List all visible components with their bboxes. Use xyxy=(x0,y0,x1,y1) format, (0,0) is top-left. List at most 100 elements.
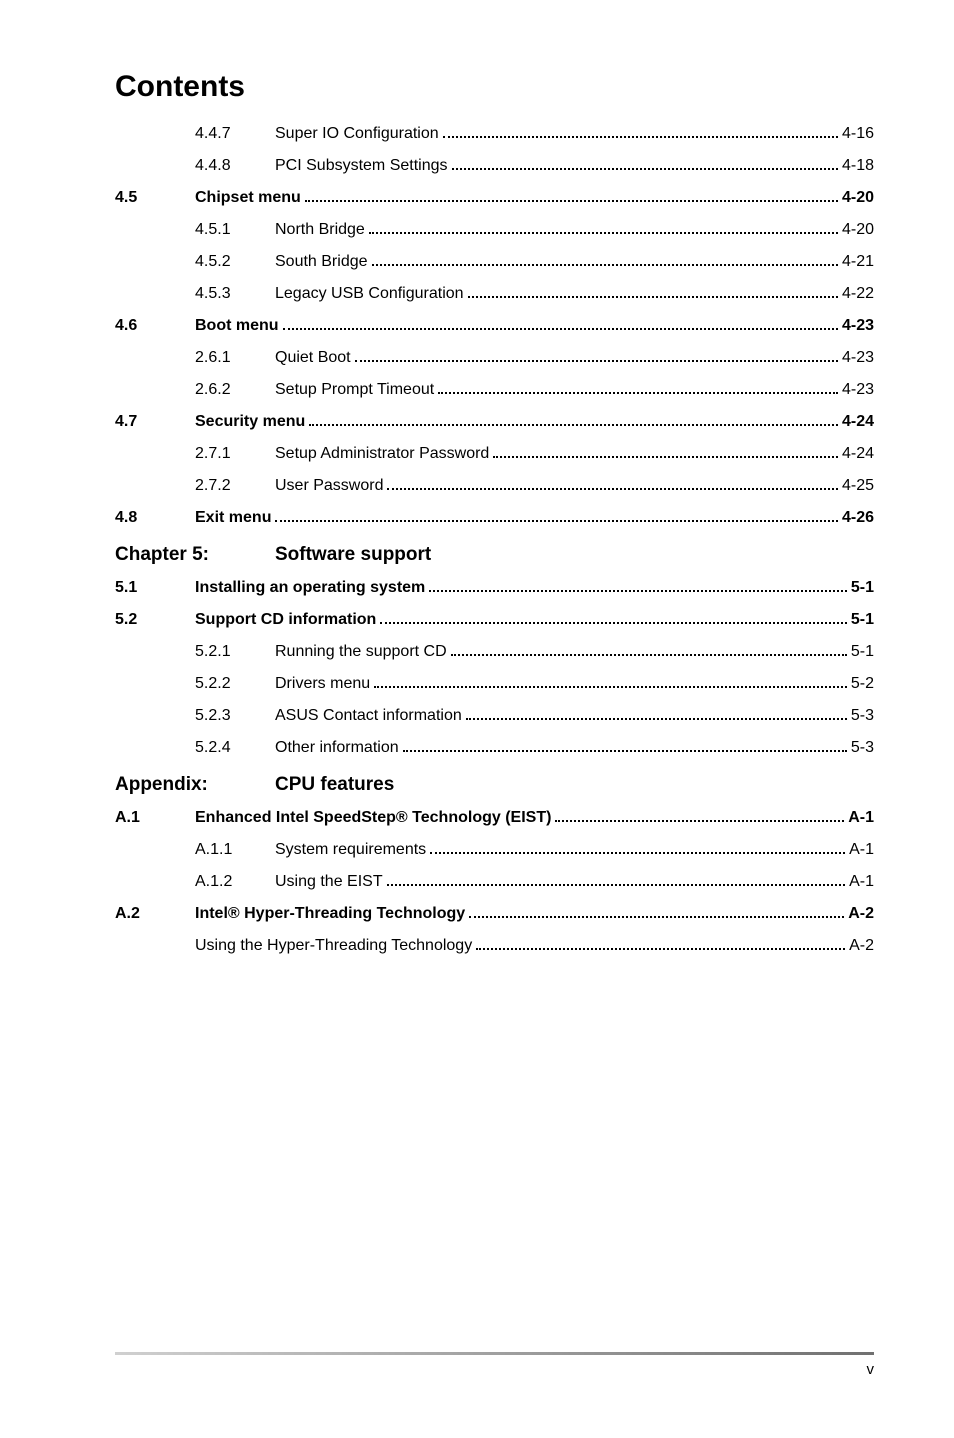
toc-sub-num: 2.7.2 xyxy=(195,474,275,498)
toc-section-row: 4.6Boot menu 4-23 xyxy=(115,314,874,338)
toc-sub-page: 5-2 xyxy=(851,672,874,696)
toc-sub-page: A-1 xyxy=(849,870,874,894)
toc-section-page: A-2 xyxy=(848,902,874,926)
toc-sub-num: A.1.2 xyxy=(195,870,275,894)
toc-section-page: 4-23 xyxy=(842,314,874,338)
toc-sub-row: 2.6.2Setup Prompt Timeout 4-23 xyxy=(115,378,874,402)
toc-dots xyxy=(466,718,847,720)
toc-dots xyxy=(469,916,844,918)
toc-sub-label: South Bridge xyxy=(275,250,368,274)
toc-dots xyxy=(403,750,847,752)
toc-section-page: A-1 xyxy=(848,806,874,830)
toc-sub-label: Using the EIST xyxy=(275,870,383,894)
toc-sub-page: 4-20 xyxy=(842,218,874,242)
toc-sub-row: 4.5.1North Bridge 4-20 xyxy=(115,218,874,242)
toc-section-num: A.1 xyxy=(115,806,195,830)
toc-sub-label: PCI Subsystem Settings xyxy=(275,154,448,178)
toc-section-page: 4-20 xyxy=(842,186,874,210)
toc-section-row: 4.8Exit menu4-26 xyxy=(115,506,874,530)
toc-sub-num: 4.4.8 xyxy=(195,154,275,178)
toc-sub-row: 5.2.2Drivers menu5-2 xyxy=(115,672,874,696)
toc-sub-row: 4.4.7Super IO Configuration4-16 xyxy=(115,122,874,146)
toc-sub-row: 4.5.3Legacy USB Configuration4-22 xyxy=(115,282,874,306)
toc-section-num: 5.1 xyxy=(115,576,195,600)
toc-chapter-row: Appendix:CPU features xyxy=(115,774,874,796)
toc-chapter-row: Chapter 5:Software support xyxy=(115,544,874,566)
toc-section-page: 5-1 xyxy=(851,576,874,600)
toc-sub-label: User Password xyxy=(275,474,383,498)
toc-sub-num: 5.2.4 xyxy=(195,736,275,760)
toc-dots xyxy=(443,136,838,138)
toc-chapter-num: Chapter 5: xyxy=(115,544,275,566)
toc-dots xyxy=(374,686,847,688)
toc-dots xyxy=(468,296,838,298)
toc-sub-num: 2.6.1 xyxy=(195,346,275,370)
toc-section-row: A.2Intel® Hyper-Threading TechnologyA-2 xyxy=(115,902,874,926)
toc-chapter-label: CPU features xyxy=(275,774,394,796)
toc-section-num: 4.5 xyxy=(115,186,195,210)
toc-sub-num: 5.2.1 xyxy=(195,640,275,664)
toc-section-page: 4-24 xyxy=(842,410,874,434)
toc-sub-page: 4-18 xyxy=(842,154,874,178)
toc-sub-page: 4-23 xyxy=(842,378,874,402)
toc-plain-label: Using the Hyper-Threading Technology xyxy=(195,934,472,958)
toc-sub-page: 5-1 xyxy=(851,640,874,664)
toc-sub-row: 2.7.1Setup Administrator Password4-24 xyxy=(115,442,874,466)
toc-container: 4.4.7Super IO Configuration4-16 4.4.8PCI … xyxy=(115,122,874,958)
toc-sub-page: 4-16 xyxy=(842,122,874,146)
toc-dots xyxy=(372,264,838,266)
toc-dots xyxy=(283,328,838,330)
page-title: Contents xyxy=(115,70,874,104)
toc-sub-label: Setup Administrator Password xyxy=(275,442,489,466)
toc-sub-label: Legacy USB Configuration xyxy=(275,282,464,306)
toc-dots xyxy=(309,424,838,426)
toc-sub-page: A-1 xyxy=(849,838,874,862)
toc-sub-row: A.1.2Using the EIST A-1 xyxy=(115,870,874,894)
toc-dots xyxy=(452,168,838,170)
toc-dots xyxy=(555,820,844,822)
toc-dots xyxy=(430,852,845,854)
toc-sub-num: 2.6.2 xyxy=(195,378,275,402)
toc-sub-num: A.1.1 xyxy=(195,838,275,862)
toc-dots xyxy=(451,654,847,656)
toc-sub-label: North Bridge xyxy=(275,218,365,242)
toc-dots xyxy=(387,488,837,490)
toc-sub-num: 4.5.1 xyxy=(195,218,275,242)
toc-sub-row: 4.4.8PCI Subsystem Settings 4-18 xyxy=(115,154,874,178)
toc-section-row: A.1Enhanced Intel SpeedStep® Technology … xyxy=(115,806,874,830)
toc-chapter-num: Appendix: xyxy=(115,774,275,796)
toc-plain-page: A-2 xyxy=(849,934,874,958)
toc-dots xyxy=(476,948,845,950)
toc-sub-label: Setup Prompt Timeout xyxy=(275,378,434,402)
toc-sub-label: Other information xyxy=(275,736,399,760)
toc-sub-label: ASUS Contact information xyxy=(275,704,462,728)
toc-sub-row: 2.6.1Quiet Boot4-23 xyxy=(115,346,874,370)
toc-section-label: Enhanced Intel SpeedStep® Technology (EI… xyxy=(195,806,551,830)
toc-section-label: Exit menu xyxy=(195,506,271,530)
toc-section-label: Support CD information xyxy=(195,608,376,632)
footer-page-number: v xyxy=(115,1361,874,1378)
toc-sub-row: A.1.1System requirements A-1 xyxy=(115,838,874,862)
toc-section-num: 4.6 xyxy=(115,314,195,338)
toc-section-row: 5.2Support CD information5-1 xyxy=(115,608,874,632)
toc-sub-label: System requirements xyxy=(275,838,426,862)
toc-sub-page: 4-24 xyxy=(842,442,874,466)
toc-dots xyxy=(275,520,838,522)
toc-dots xyxy=(429,590,847,592)
toc-dots xyxy=(380,622,847,624)
toc-sub-row: 5.2.3ASUS Contact information5-3 xyxy=(115,704,874,728)
toc-dots xyxy=(355,360,838,362)
toc-chapter-label: Software support xyxy=(275,544,431,566)
toc-section-row: 4.5Chipset menu 4-20 xyxy=(115,186,874,210)
toc-section-label: Boot menu xyxy=(195,314,279,338)
toc-sub-page: 5-3 xyxy=(851,736,874,760)
toc-sub-row: 5.2.1Running the support CD5-1 xyxy=(115,640,874,664)
toc-sub-num: 4.5.2 xyxy=(195,250,275,274)
toc-sub-num: 5.2.3 xyxy=(195,704,275,728)
toc-sub-row: 2.7.2User Password4-25 xyxy=(115,474,874,498)
toc-sub-row: 5.2.4Other information 5-3 xyxy=(115,736,874,760)
toc-section-page: 4-26 xyxy=(842,506,874,530)
toc-section-row: 4.7Security menu4-24 xyxy=(115,410,874,434)
toc-section-label: Chipset menu xyxy=(195,186,301,210)
toc-dots xyxy=(305,200,838,202)
